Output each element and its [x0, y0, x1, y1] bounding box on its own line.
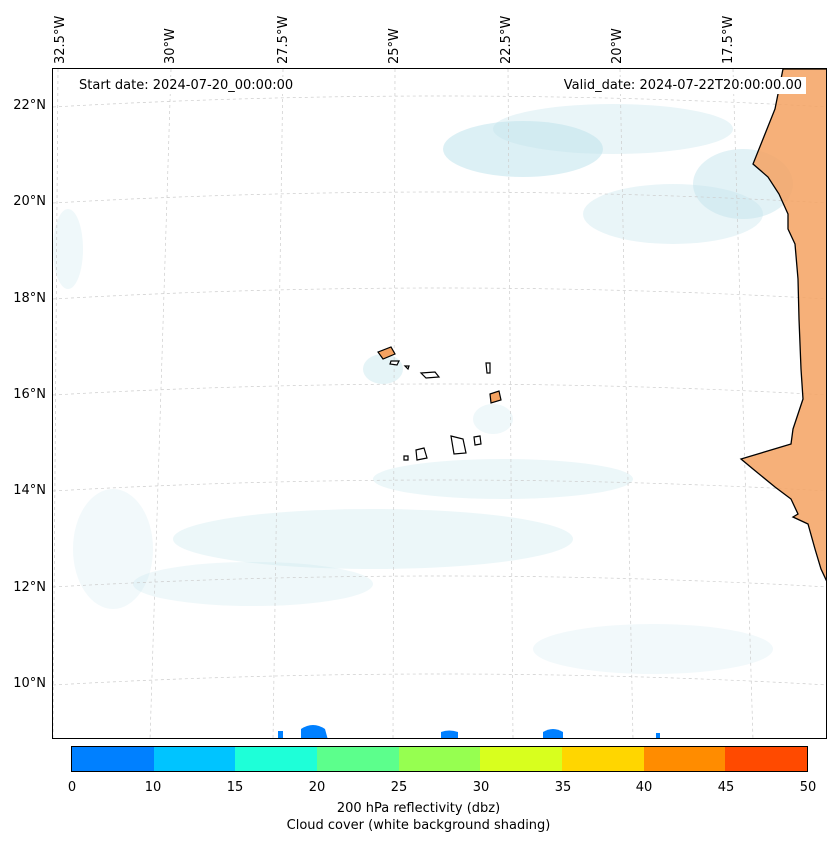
lon-label-17-5w: 17.5°W — [721, 15, 736, 64]
lon-label-20w: 20°W — [610, 28, 625, 64]
colorbar-segment-15-20 — [235, 747, 318, 771]
lon-label-25w: 25°W — [387, 28, 402, 64]
lon-label-32-5w: 32.5°W — [53, 15, 68, 64]
colorbar-segment-25-30 — [398, 747, 481, 771]
map-panel: Start date: 2024-07-20_00:00:00 Valid_da… — [52, 68, 827, 739]
colorbar-tick: 40 — [635, 780, 653, 795]
colorbar-segment-30-35 — [480, 747, 563, 771]
colorbar-tick: 45 — [717, 780, 735, 795]
colorbar-tick: 0 — [67, 780, 77, 795]
lat-label-14n: 14°N — [13, 483, 46, 498]
colorbar-segment-0-10 — [72, 747, 154, 771]
colorbar-tick: 35 — [554, 780, 572, 795]
cloud-cover-shading — [53, 104, 793, 674]
colorbar — [71, 746, 808, 772]
start-date-label: Start date: 2024-07-20_00:00:00 — [75, 77, 298, 94]
lon-label-30w: 30°W — [163, 28, 178, 64]
lat-label-16n: 16°N — [13, 387, 46, 402]
colorbar-tick: 50 — [799, 780, 817, 795]
colorbar-tick: 25 — [390, 780, 408, 795]
lat-label-20n: 20°N — [13, 194, 46, 209]
colorbar-tick: 30 — [472, 780, 490, 795]
colorbar-tick: 10 — [144, 780, 162, 795]
colorbar-segment-10-15 — [153, 747, 236, 771]
colorbar-segment-35-40 — [562, 747, 644, 771]
colorbar-title: 200 hPa reflectivity (dbz) — [336, 801, 501, 816]
lat-label-12n: 12°N — [13, 580, 46, 595]
colorbar-tick: 15 — [226, 780, 244, 795]
africa-coastline — [739, 69, 826, 582]
colorbar-segment-45-50 — [725, 747, 808, 771]
lat-label-22n: 22°N — [13, 98, 46, 113]
cape-verde-islands — [377, 346, 502, 461]
valid-date-label: Valid_date: 2024-07-22T20:00:00.00 — [559, 77, 806, 94]
colorbar-subtitle: Cloud cover (white background shading) — [286, 818, 551, 833]
colorbar-segment-40-45 — [643, 747, 726, 771]
graticule — [53, 69, 826, 738]
map-canvas — [53, 69, 826, 738]
lon-label-22-5w: 22.5°W — [499, 15, 514, 64]
lon-label-27-5w: 27.5°W — [276, 15, 291, 64]
reflectivity-echoes — [278, 725, 660, 738]
lat-label-10n: 10°N — [13, 676, 46, 691]
colorbar-segment-20-25 — [317, 747, 399, 771]
lat-label-18n: 18°N — [13, 291, 46, 306]
colorbar-tick: 20 — [308, 780, 326, 795]
